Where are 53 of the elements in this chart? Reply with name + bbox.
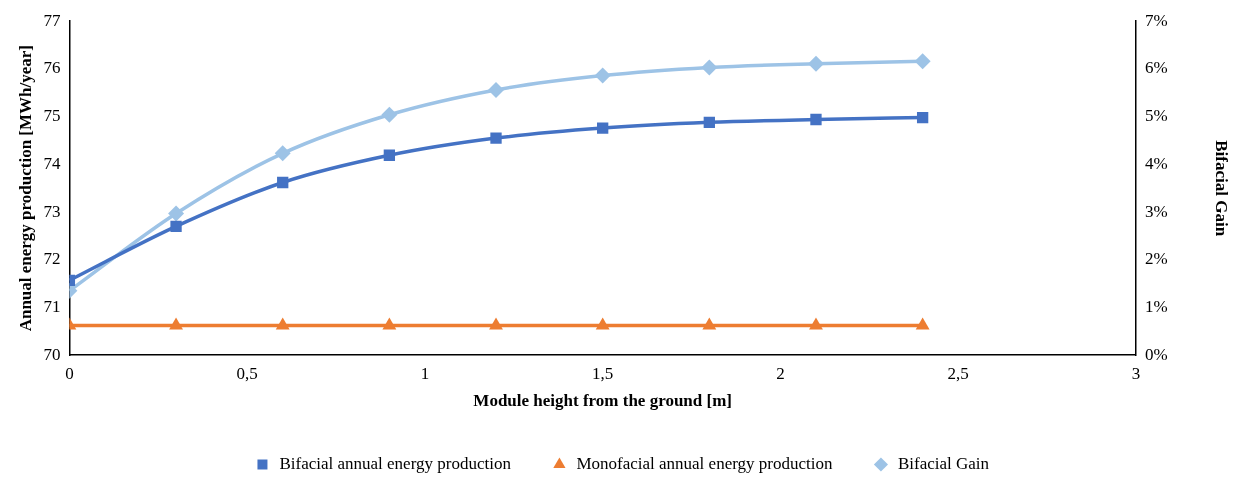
- point: [275, 317, 290, 330]
- x-tick-label: 2: [776, 363, 785, 383]
- y2-tick-label: 6%: [1144, 58, 1168, 78]
- point: [810, 113, 822, 126]
- y-tick-label: 70: [43, 344, 61, 364]
- y2-tick-label: 7%: [1144, 10, 1168, 30]
- point: [490, 132, 502, 144]
- x-tick-label: 2,5: [947, 363, 969, 383]
- y-tick-label: 77: [43, 10, 61, 30]
- y2-tick-label: 0%: [1144, 344, 1168, 364]
- point: [595, 317, 610, 330]
- x-tick-label: 0,5: [236, 363, 258, 383]
- y2-tick-label: 1%: [1144, 296, 1168, 316]
- y-tick-label: 75: [43, 106, 61, 126]
- y-tick-label: 73: [43, 201, 61, 221]
- point: [701, 59, 718, 76]
- x-tick-label: 3: [1131, 363, 1141, 383]
- y2-tick-label: 4%: [1144, 153, 1168, 173]
- point: [488, 81, 505, 98]
- x-tick-label: 1: [420, 363, 430, 383]
- point: [169, 317, 183, 330]
- point: [914, 53, 931, 70]
- y-axis-title: Annual energy production [MWh/year]: [15, 45, 35, 332]
- y-tick-label: 76: [43, 58, 61, 78]
- point: [916, 111, 929, 124]
- point: [381, 106, 398, 123]
- point: [489, 317, 503, 330]
- point: [383, 149, 396, 161]
- x-tick-label: 1,5: [592, 363, 614, 383]
- legend-label: Bifacial annual energy production: [279, 453, 512, 473]
- y-tick-label: 74: [43, 153, 61, 173]
- legend-label: Monofacial annual energy production: [576, 453, 833, 473]
- y2-tick-label: 2%: [1144, 249, 1168, 269]
- y2-tick-label: 5%: [1144, 106, 1168, 126]
- point: [597, 122, 609, 134]
- legend-label: Bifacial Gain: [897, 453, 990, 473]
- y2-tick-label: 3%: [1144, 201, 1168, 221]
- point: [703, 116, 715, 129]
- point: [168, 205, 185, 222]
- point: [170, 220, 182, 233]
- point: [809, 317, 823, 330]
- y2-axis-title: Bifacial Gain: [1212, 140, 1232, 237]
- x-tick-label: 0: [65, 363, 74, 383]
- x-axis-title: Module height from the ground [m]: [473, 391, 732, 411]
- y-tick-label: 71: [43, 296, 61, 316]
- point: [807, 55, 824, 72]
- point: [915, 317, 930, 330]
- y-tick-label: 72: [43, 249, 61, 269]
- point: [594, 67, 611, 84]
- point: [274, 145, 291, 162]
- point: [702, 317, 717, 330]
- point: [277, 176, 289, 189]
- point: [382, 317, 397, 330]
